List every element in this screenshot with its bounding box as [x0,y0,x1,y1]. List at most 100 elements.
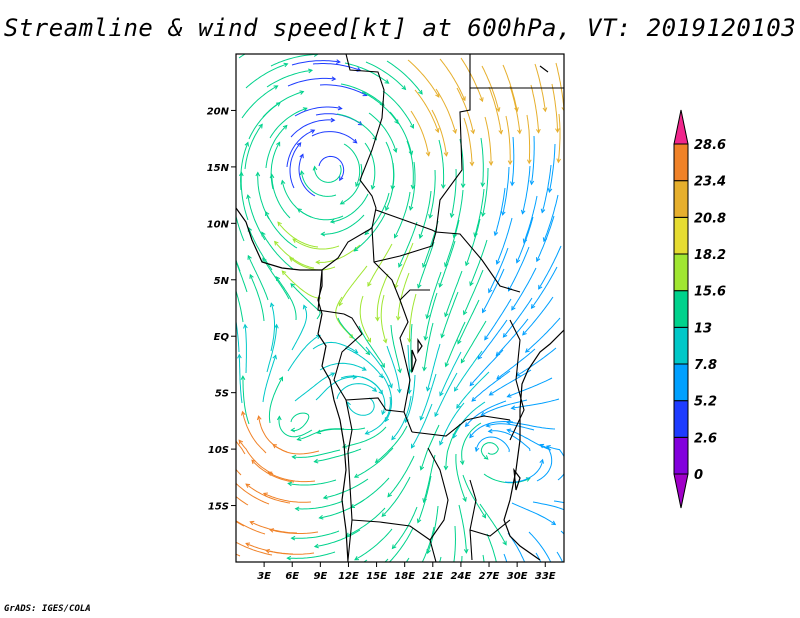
streamline-arrowhead [372,387,378,392]
streamline [319,362,367,371]
streamline [456,371,490,409]
streamline-arrowhead [282,124,288,130]
streamline [538,245,562,290]
streamline [382,375,393,422]
streamline [323,478,369,499]
streamline-arrowhead [258,123,263,129]
streamline-arrowhead [375,316,380,322]
streamline-arrowhead [391,435,396,441]
streamline-arrowhead [272,444,278,449]
streamline [358,325,385,368]
streamline [251,459,295,483]
streamline-arrowhead [349,583,353,587]
streamline [427,505,439,554]
streamline-arrowhead [460,183,466,189]
streamline-arrowhead [240,375,246,380]
country-border [345,397,405,413]
streamline-arrowhead [296,436,302,442]
streamline-arrowhead [452,599,456,603]
streamline-arrowhead [230,275,234,279]
colorbar-segment [673,436,689,475]
country-border [399,289,430,301]
streamline-arrowhead [439,391,444,397]
streamline [398,221,418,268]
colorbar-segment [673,143,689,182]
streamline-arrowhead [511,598,515,602]
streamline-arrowhead [330,117,336,123]
streamline-arrowhead [462,497,467,503]
streamline [516,347,557,377]
streamline [420,424,440,470]
streamline [289,257,336,271]
streamline-arrowhead [388,383,393,389]
colorbar-level-label: 20.8 [694,211,726,226]
streamline [365,396,391,435]
streamline-arrowhead [391,544,397,550]
streamline-arrowhead [256,415,262,421]
streamline-arrowhead [299,170,305,176]
colorbar-segment [673,216,689,255]
colorbar-level-label: 15.6 [694,285,726,300]
streamline [461,422,482,465]
colorbar-level-label: 5.2 [694,395,717,410]
streamline-arrowhead [452,433,457,439]
streamline-arrowhead [255,171,261,177]
streamline-arrowhead [231,194,235,198]
streamline [265,211,298,249]
streamline [532,501,564,511]
streamline-arrowhead [572,593,576,597]
streamline [407,59,440,98]
streamline [429,169,436,219]
streamline-arrowhead [449,213,455,219]
streamline-arrowhead [469,381,475,387]
streamline [315,376,357,401]
streamline-arrowhead [312,165,318,171]
streamline-arrowhead [514,107,519,113]
streamline-arrowhead [440,333,445,339]
streamline [278,416,313,438]
streamline [391,395,412,440]
streamline-arrowhead [460,358,466,364]
streamline-arrowhead [502,333,508,338]
streamline [317,427,366,434]
streamline-arrowhead [459,460,465,466]
streamline [294,106,342,117]
streamline-arrowhead [574,515,578,519]
streamline-arrowhead [410,443,416,449]
streamline-arrowhead [316,429,322,435]
streamline [392,506,418,549]
streamline [469,349,504,386]
streamline-arrowhead [380,363,385,368]
colorbar-level-label: 28.6 [694,138,726,153]
streamline [486,533,497,562]
streamline-arrowhead [506,420,511,425]
streamline [444,219,460,267]
streamline [321,214,365,235]
streamline-arrowhead [444,312,449,318]
streamline [312,63,361,71]
country-border [509,319,525,441]
streamline-arrowhead [290,427,296,433]
country-border [375,209,437,233]
streamline-arrowhead [378,373,384,379]
streamline-arrowhead [469,161,475,167]
streamline [290,283,321,320]
streamline-arrowhead [417,283,422,289]
streamline [423,454,436,503]
streamline [435,88,457,134]
streamline [247,195,266,241]
streamline [361,376,386,415]
streamline [528,531,552,562]
streamline-arrowhead [480,212,486,218]
streamline-arrowhead [425,151,431,157]
streamline [291,60,340,66]
streamline-arrowhead [480,182,486,188]
country-border [435,54,521,293]
streamline-arrowhead [297,208,302,213]
streamline-arrowhead [370,184,376,191]
streamline-arrowhead [417,568,420,572]
country-border [321,54,385,271]
streamline [507,429,552,451]
streamline-arrowhead [251,459,256,465]
